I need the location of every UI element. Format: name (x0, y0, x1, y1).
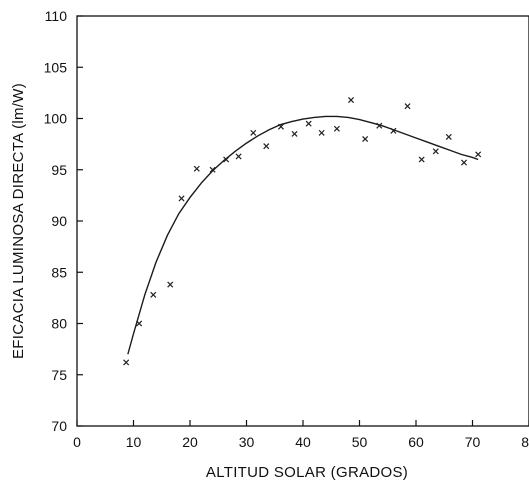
data-point (167, 281, 174, 288)
data-point (263, 143, 270, 150)
data-point (390, 127, 397, 134)
x-axis-title: ALTITUD SOLAR (GRADOS) (206, 464, 408, 481)
data-point (445, 133, 452, 140)
data-points (123, 97, 482, 366)
y-tick-label: 100 (44, 111, 68, 127)
data-point (333, 125, 340, 132)
data-point (193, 165, 200, 172)
data-point (362, 135, 369, 143)
x-tick-label: 70 (465, 434, 481, 450)
data-point (136, 320, 143, 327)
y-tick-label: 85 (51, 264, 67, 280)
y-axis: 70 75 80 85 90 95 100 105 110 (44, 8, 83, 434)
y-tick-label: 80 (51, 316, 67, 332)
plot-frame (76, 15, 529, 427)
y-tick-label: 110 (45, 8, 68, 24)
data-point (376, 122, 383, 129)
data-point (418, 156, 425, 163)
y-axis-title: EFICACIA LUMINOSA DIRECTA (lm/W) (10, 83, 27, 359)
data-point (404, 103, 411, 110)
x-tick-label: 0 (73, 434, 81, 450)
y-tick-label: 70 (51, 418, 67, 434)
y-tick-label: 90 (51, 213, 67, 229)
x-tick-label: 10 (126, 434, 142, 450)
data-point (291, 130, 298, 137)
data-point (348, 97, 355, 104)
data-point (150, 291, 157, 298)
data-point (223, 156, 230, 163)
y-tick-label: 105 (44, 59, 68, 75)
data-point (475, 151, 482, 158)
x-tick-label: 20 (182, 434, 198, 450)
x-tick-label: 40 (295, 434, 311, 450)
data-point (318, 129, 325, 136)
data-point (178, 195, 185, 202)
y-tick-label: 75 (51, 367, 67, 383)
data-point (235, 153, 242, 160)
x-tick-label: 80 (521, 434, 529, 450)
x-tick-label: 50 (352, 434, 368, 450)
x-tick-label: 30 (239, 434, 255, 450)
x-tick-label: 60 (408, 434, 424, 450)
data-point (432, 148, 439, 155)
data-point (250, 129, 257, 136)
data-point (461, 159, 468, 166)
x-axis: 0 10 20 30 40 50 60 70 80 (73, 420, 529, 450)
fit-curve (127, 115, 479, 355)
y-tick-label: 95 (51, 162, 67, 178)
data-point (209, 166, 216, 173)
data-point (123, 359, 130, 366)
data-point (277, 123, 284, 130)
data-point (305, 120, 312, 127)
